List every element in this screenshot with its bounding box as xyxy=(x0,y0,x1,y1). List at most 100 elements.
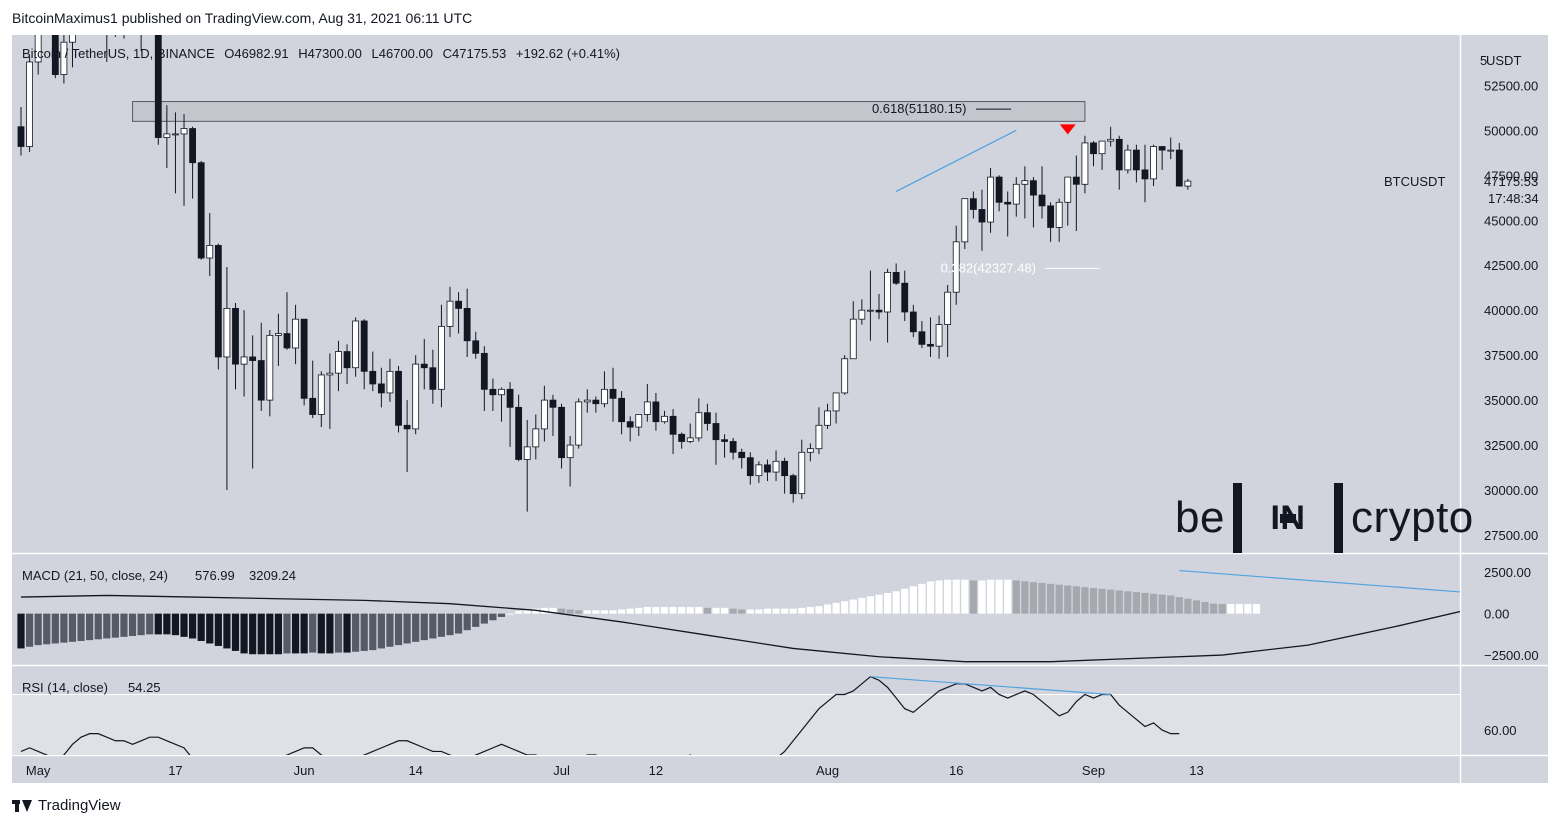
macd-histogram-bar xyxy=(343,613,351,653)
candle-up xyxy=(1150,146,1157,180)
macd-histogram-bar xyxy=(763,608,772,614)
candle-down xyxy=(300,318,308,399)
macd-histogram-bar xyxy=(858,597,866,614)
macd-histogram-bar xyxy=(720,607,729,614)
rsi-value: 54.25 xyxy=(128,680,161,695)
candle-down xyxy=(1115,138,1123,171)
candle-down xyxy=(1158,146,1166,151)
rsi-tick-label: 60.00 xyxy=(1484,723,1517,738)
candle-down xyxy=(1133,149,1140,171)
candle-up xyxy=(1021,180,1029,185)
low-label: L xyxy=(371,46,379,61)
chart-frame[interactable]: 0.618(51180.15) 0.382(42327.48) USDT 5 27500… xyxy=(12,35,1548,783)
candle-down xyxy=(232,307,239,365)
macd-histogram-bar xyxy=(781,608,789,614)
logo-left: be xyxy=(1175,493,1225,542)
price-tick-label: 45000.00 xyxy=(1484,213,1538,228)
macd-hist-value: 576.99 xyxy=(195,568,235,583)
macd-histogram-bar xyxy=(94,613,102,640)
macd-histogram-bar xyxy=(600,610,609,614)
beincrypto-logo: be IN crypto xyxy=(1175,480,1474,556)
candle-up xyxy=(601,388,608,405)
macd-histogram-bar xyxy=(1252,604,1261,614)
ascending-resistance-line xyxy=(895,129,1017,193)
candle-up xyxy=(26,61,33,147)
footer-brand: TradingView xyxy=(38,797,121,814)
main-pane xyxy=(17,35,1192,512)
macd-histogram-bar xyxy=(1055,584,1063,614)
candle-up xyxy=(1064,176,1072,203)
macd-histogram-bar xyxy=(206,613,214,644)
candle-up xyxy=(292,318,299,349)
fib-618-label: 0.618(51180.15) xyxy=(872,101,966,116)
macd-histogram-bar xyxy=(738,609,746,614)
candle-up xyxy=(1124,149,1132,171)
macd-histogram-bar xyxy=(618,609,626,614)
macd-histogram-bar xyxy=(334,613,343,653)
tradingview-footer[interactable]: TradingView xyxy=(12,797,121,814)
candle-down xyxy=(764,464,771,473)
candle-up xyxy=(1167,149,1175,152)
macd-histogram-bar xyxy=(832,602,840,614)
macd-title: MACD (21, 50, close, 24) xyxy=(22,568,168,583)
high-label: H xyxy=(298,46,308,61)
macd-histogram-bar xyxy=(300,613,308,654)
candle-down xyxy=(729,441,737,453)
macd-histogram-bar xyxy=(1064,585,1072,614)
macd-histogram-bar xyxy=(1227,604,1235,614)
macd-histogram-bar xyxy=(652,607,660,614)
macd-tick-label: −2500.00 xyxy=(1484,648,1539,663)
candle-down xyxy=(746,457,754,477)
candle-up xyxy=(695,412,703,439)
candle-up xyxy=(884,272,891,313)
macd-histogram-bar xyxy=(592,610,600,614)
candle-up xyxy=(772,460,780,473)
macd-signal-line xyxy=(20,594,1460,663)
candle-up xyxy=(635,414,643,428)
macd-histogram-bar xyxy=(240,613,248,654)
candle-down xyxy=(309,397,317,415)
macd-histogram-bar xyxy=(231,613,240,651)
resistance-zone xyxy=(132,101,1086,122)
macd-histogram-bar xyxy=(128,613,137,637)
time-tick-label: 12 xyxy=(649,763,663,778)
candle-down xyxy=(995,176,1003,203)
candle-up xyxy=(180,128,188,135)
macd-histogram-bar xyxy=(111,613,119,638)
macd-histogram-bar xyxy=(901,588,909,614)
macd-histogram-bar xyxy=(17,613,25,649)
candle-down xyxy=(918,331,926,345)
candle-up xyxy=(266,334,274,401)
candle-up xyxy=(1012,183,1020,205)
price-badge-ticker: BTCUSDT xyxy=(1384,174,1445,189)
macd-histogram-bar xyxy=(489,613,497,621)
macd-histogram-bar xyxy=(1047,583,1055,614)
macd-histogram-bar xyxy=(609,610,617,614)
macd-histogram-bar xyxy=(789,608,797,614)
price-badge-price: 47175.53 xyxy=(1484,174,1538,189)
price-axis-top-label: 5 xyxy=(1480,53,1487,68)
price-tick-label: 42500.00 xyxy=(1484,258,1538,273)
macd-histogram-bar xyxy=(583,610,591,614)
candle-up xyxy=(223,307,231,358)
price-tick-label: 50000.00 xyxy=(1484,123,1538,138)
candle-up xyxy=(1184,180,1192,187)
candle-down xyxy=(978,209,986,223)
macd-histogram-bar xyxy=(944,579,952,614)
macd-histogram-bar xyxy=(1141,592,1149,614)
logo-middle: IN xyxy=(1270,498,1306,537)
macd-histogram-bar xyxy=(180,613,188,637)
price-axis-unit: USDT xyxy=(1486,53,1521,68)
candle-up xyxy=(841,358,849,394)
macd-histogram-bar xyxy=(952,579,960,614)
candle-up xyxy=(498,388,505,396)
macd-histogram-bar xyxy=(326,613,334,654)
macd-histogram-bar xyxy=(1201,602,1209,614)
macd-histogram-bar xyxy=(25,613,34,647)
candle-down xyxy=(1038,194,1046,207)
candle-up xyxy=(987,176,994,223)
macd-histogram-bar xyxy=(137,613,145,636)
symbol-title: Bitcoin / TetherUS, 1D, BINANCE xyxy=(22,46,215,61)
macd-histogram-bar xyxy=(317,613,325,654)
